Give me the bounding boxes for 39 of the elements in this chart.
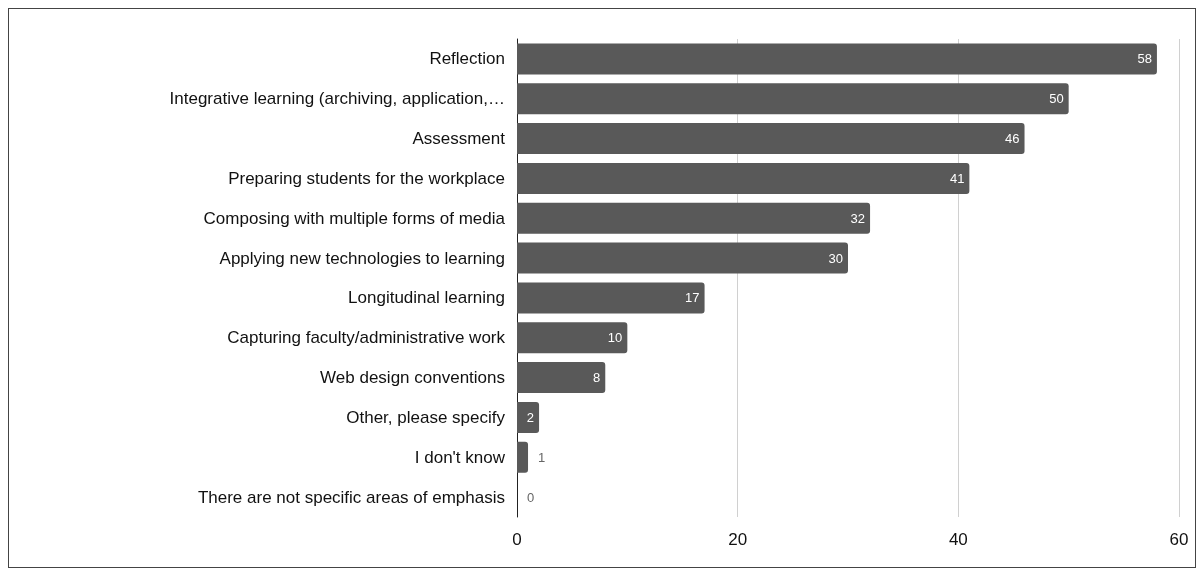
data-label: 46	[1005, 131, 1020, 147]
y-tick-label: There are not specific areas of emphasis	[197, 487, 505, 507]
bar	[517, 83, 1069, 115]
bar	[517, 441, 529, 473]
bar	[517, 282, 705, 314]
y-tick-label: Applying new technologies to learning	[219, 248, 505, 268]
data-label: 8	[593, 370, 601, 386]
x-tick-label: 60	[1169, 530, 1189, 549]
x-tick-label: 20	[728, 530, 748, 549]
y-tick-label: Longitudinal learning	[348, 288, 505, 308]
data-label: 17	[685, 290, 700, 306]
y-tick-label: Reflection	[429, 49, 505, 69]
data-label: 32	[850, 210, 866, 226]
y-tick-label: Capturing faculty/administrative work	[227, 328, 506, 348]
bar	[517, 43, 1157, 75]
data-label: 2	[526, 409, 535, 425]
data-label: 10	[607, 330, 623, 346]
x-tick-label: 0	[512, 530, 522, 549]
bar	[517, 123, 1025, 155]
data-label: 58	[1137, 51, 1152, 67]
y-tick-label: Other, please specify	[346, 407, 506, 427]
x-tick-label: 40	[948, 530, 968, 549]
bar	[517, 202, 871, 234]
data-label: 1	[538, 449, 546, 465]
y-tick-label: Web design conventions	[320, 368, 505, 388]
bar	[517, 362, 606, 394]
y-tick-label: Preparing students for the workplace	[228, 168, 505, 188]
y-tick-label: I don't know	[414, 447, 506, 467]
data-label: 0	[527, 489, 535, 505]
y-tick-label: Integrative learning (archiving, application,…	[169, 89, 505, 109]
y-tick-label: Assessment	[412, 129, 506, 149]
bar	[517, 242, 848, 274]
data-label: 50	[1049, 91, 1064, 107]
bar	[517, 401, 540, 433]
data-label: 30	[828, 250, 843, 266]
bar	[517, 162, 970, 194]
bar	[517, 322, 628, 354]
y-tick-label: Composing with multiple forms of media	[203, 208, 506, 228]
data-label: 41	[949, 170, 965, 186]
